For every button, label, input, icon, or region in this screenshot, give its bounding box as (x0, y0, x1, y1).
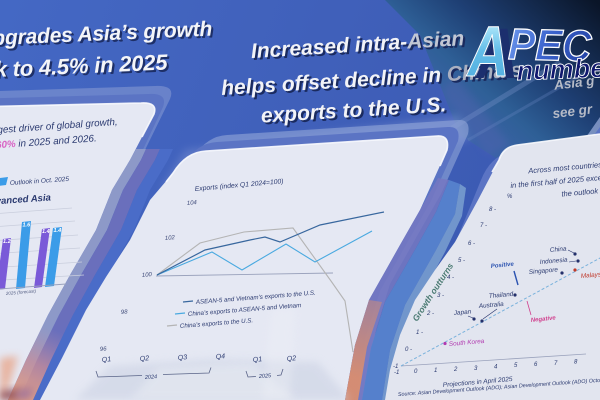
svg-text:Asia g: Asia g (552, 73, 596, 93)
svg-text:-1: -1 (394, 370, 399, 376)
svg-text:1: 1 (434, 368, 437, 374)
svg-text:5: 5 (514, 363, 518, 369)
svg-text:1 -: 1 - (416, 330, 423, 336)
svg-text:South Korea: South Korea (449, 338, 485, 348)
svg-text:numbe: numbe (516, 53, 600, 86)
svg-text:2025 (forecast): 2025 (forecast) (5, 288, 37, 296)
svg-text:Q3: Q3 (178, 354, 188, 362)
svg-text:China: China (550, 246, 568, 254)
svg-text:A: A (466, 11, 510, 91)
svg-text:5 -: 5 - (458, 258, 465, 264)
svg-text:Outlook in Oct. 2025: Outlook in Oct. 2025 (10, 176, 70, 187)
svg-text:Q2: Q2 (140, 355, 150, 363)
svg-text:2024: 2024 (144, 374, 158, 381)
svg-text:Singapore: Singapore (529, 266, 559, 276)
svg-text:Q1: Q1 (253, 356, 263, 364)
svg-text:Q1: Q1 (102, 356, 112, 364)
svg-text:%: % (507, 194, 513, 200)
svg-text:4 -: 4 - (447, 275, 454, 281)
svg-text:2 -: 2 - (426, 311, 434, 317)
svg-text:8: 8 (574, 360, 578, 366)
svg-text:96: 96 (100, 346, 108, 353)
svg-text:1.2: 1.2 (3, 239, 11, 245)
svg-text:see gr: see gr (552, 101, 594, 121)
svg-text:1.6: 1.6 (23, 223, 32, 229)
svg-text:1.4: 1.4 (42, 229, 50, 235)
svg-text:PEC: PEC (508, 19, 594, 70)
svg-text:8 -: 8 - (489, 207, 496, 213)
svg-text:98: 98 (121, 309, 129, 316)
svg-text:Indonesia: Indonesia (540, 257, 569, 266)
svg-text:Malays: Malays (581, 271, 600, 280)
svg-text:0: 0 (414, 369, 418, 375)
svg-text:-1: -1 (393, 364, 398, 370)
svg-text:3: 3 (474, 366, 478, 372)
svg-text:Japan: Japan (453, 308, 472, 317)
svg-text:Negative: Negative (531, 315, 557, 324)
svg-text:7 -: 7 - (480, 223, 487, 229)
svg-text:4: 4 (494, 365, 498, 371)
svg-text:0 -: 0 - (405, 347, 412, 353)
svg-text:2025: 2025 (258, 373, 273, 380)
svg-text:Positive: Positive (491, 262, 515, 270)
svg-text:6: 6 (534, 362, 538, 368)
svg-text:A: A (475, 13, 519, 93)
svg-text:100: 100 (142, 272, 153, 279)
svg-text:1.4: 1.4 (54, 228, 62, 234)
svg-text:Australia: Australia (478, 301, 505, 310)
svg-text:vanced Asia: vanced Asia (0, 192, 51, 207)
svg-text:3 -: 3 - (437, 293, 444, 299)
svg-text:2: 2 (453, 367, 458, 373)
svg-text:102: 102 (165, 235, 176, 242)
svg-text:104: 104 (187, 200, 198, 207)
svg-text:7: 7 (554, 361, 558, 367)
svg-text:Q4: Q4 (216, 353, 226, 361)
svg-text:6 -: 6 - (468, 241, 475, 247)
svg-text:Q2: Q2 (287, 355, 297, 363)
svg-text:Thailand: Thailand (489, 291, 514, 300)
svg-text:the outlook i: the outlook i (561, 186, 600, 199)
